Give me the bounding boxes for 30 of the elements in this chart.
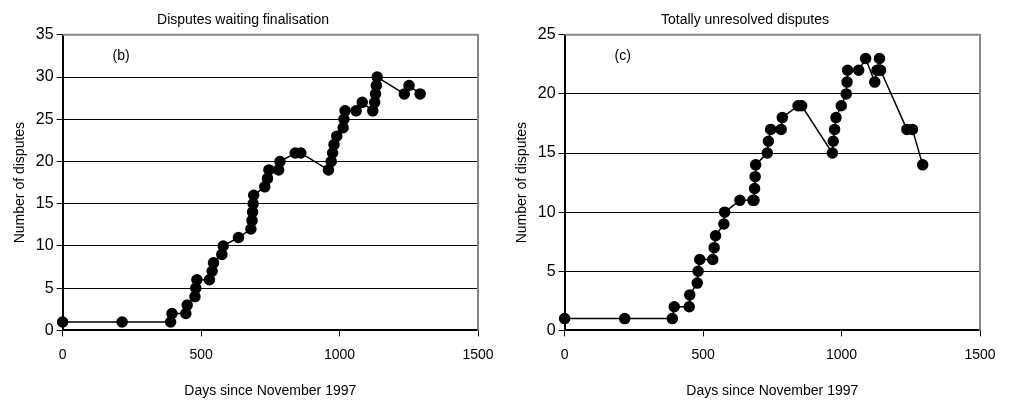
y-axis-title: Number of disputes — [11, 121, 28, 244]
x-axis-title: Days since November 1997 — [686, 382, 859, 399]
annotation: (c) — [614, 46, 631, 63]
y-tick-label: 30 — [35, 67, 54, 85]
x-tick-label: 1500 — [462, 345, 494, 362]
chart-title: Totally unresolved disputes — [660, 11, 830, 28]
y-tick-label: 0 — [44, 320, 54, 338]
y-tick-label: 0 — [546, 320, 556, 338]
y-tick-label: 15 — [35, 194, 54, 212]
x-tick-label: 500 — [691, 345, 715, 362]
x-tick-label: 1500 — [964, 345, 996, 362]
y-tick-label: 25 — [537, 25, 556, 43]
y-tick-label: 5 — [44, 278, 54, 296]
y-tick-label: 20 — [35, 151, 54, 169]
x-tick-label: 0 — [58, 345, 67, 362]
y-tick-label: 35 — [35, 25, 54, 43]
x-tick-label: 1000 — [825, 345, 858, 362]
x-tick-label: 500 — [189, 345, 213, 362]
y-tick-label: 15 — [537, 143, 556, 161]
x-tick-label: 0 — [560, 345, 569, 362]
annotation: (b) — [112, 46, 130, 63]
chart-title: Disputes waiting finalisation — [157, 11, 329, 28]
y-tick-label: 20 — [537, 84, 556, 102]
y-tick-label: 10 — [537, 202, 556, 220]
y-tick-label: 5 — [546, 261, 556, 279]
y-tick-label: 25 — [35, 109, 54, 127]
x-axis-title: Days since November 1997 — [184, 382, 357, 399]
y-axis-title: Number of disputes — [513, 121, 530, 244]
y-tick-label: 10 — [35, 236, 54, 254]
x-tick-label: 1000 — [323, 345, 356, 362]
